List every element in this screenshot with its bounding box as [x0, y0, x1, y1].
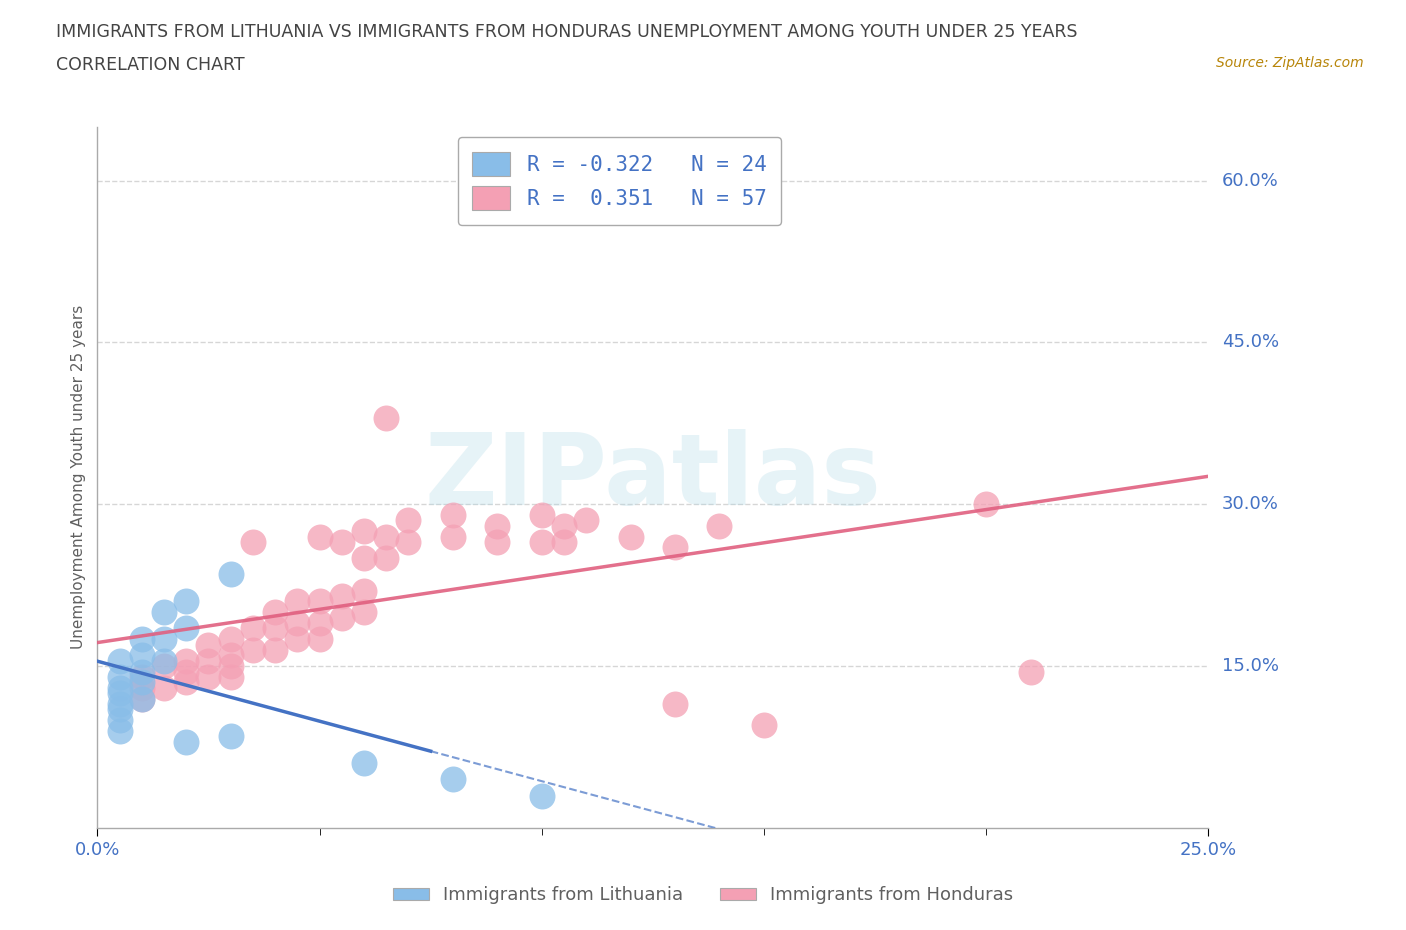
Point — [486, 535, 509, 550]
Point — [131, 670, 153, 684]
Point — [375, 410, 398, 425]
Point — [375, 551, 398, 565]
Text: 15.0%: 15.0% — [1222, 658, 1278, 675]
Point — [353, 604, 375, 619]
Point — [242, 621, 264, 636]
Point — [219, 631, 242, 646]
Point — [664, 540, 686, 555]
Point — [131, 631, 153, 646]
Point — [197, 670, 219, 684]
Point — [664, 697, 686, 711]
Point — [353, 756, 375, 771]
Point — [131, 691, 153, 706]
Point — [308, 631, 330, 646]
Text: IMMIGRANTS FROM LITHUANIA VS IMMIGRANTS FROM HONDURAS UNEMPLOYMENT AMONG YOUTH U: IMMIGRANTS FROM LITHUANIA VS IMMIGRANTS … — [56, 23, 1078, 41]
Point — [131, 675, 153, 690]
Point — [486, 518, 509, 533]
Point — [108, 685, 131, 700]
Text: 45.0%: 45.0% — [1222, 334, 1279, 352]
Point — [1019, 664, 1042, 679]
Text: CORRELATION CHART: CORRELATION CHART — [56, 56, 245, 73]
Point — [353, 551, 375, 565]
Point — [219, 658, 242, 673]
Point — [108, 724, 131, 738]
Point — [108, 680, 131, 695]
Point — [174, 653, 197, 668]
Point — [264, 621, 287, 636]
Point — [620, 529, 643, 544]
Point — [197, 637, 219, 652]
Point — [285, 616, 308, 631]
Point — [219, 648, 242, 663]
Point — [308, 529, 330, 544]
Point — [153, 653, 176, 668]
Point — [174, 675, 197, 690]
Point — [219, 670, 242, 684]
Point — [752, 718, 775, 733]
Point — [530, 535, 553, 550]
Text: Source: ZipAtlas.com: Source: ZipAtlas.com — [1216, 56, 1364, 70]
Point — [974, 497, 997, 512]
Point — [153, 658, 176, 673]
Point — [308, 616, 330, 631]
Point — [441, 529, 464, 544]
Point — [153, 680, 176, 695]
Point — [131, 680, 153, 695]
Point — [108, 712, 131, 727]
Legend: R = -0.322   N = 24, R =  0.351   N = 57: R = -0.322 N = 24, R = 0.351 N = 57 — [458, 137, 782, 225]
Point — [108, 653, 131, 668]
Text: 60.0%: 60.0% — [1222, 171, 1278, 190]
Point — [353, 583, 375, 598]
Point — [174, 735, 197, 750]
Point — [219, 567, 242, 582]
Point — [441, 508, 464, 523]
Point — [197, 653, 219, 668]
Text: ZIPatlas: ZIPatlas — [425, 429, 882, 525]
Point — [330, 589, 353, 604]
Point — [264, 604, 287, 619]
Y-axis label: Unemployment Among Youth under 25 years: Unemployment Among Youth under 25 years — [72, 305, 86, 649]
Point — [330, 535, 353, 550]
Point — [174, 664, 197, 679]
Text: 30.0%: 30.0% — [1222, 496, 1278, 513]
Point — [330, 610, 353, 625]
Point — [174, 594, 197, 609]
Point — [530, 508, 553, 523]
Point — [353, 524, 375, 538]
Point — [709, 518, 731, 533]
Point — [131, 664, 153, 679]
Point — [108, 670, 131, 684]
Point — [308, 594, 330, 609]
Point — [131, 648, 153, 663]
Point — [131, 691, 153, 706]
Point — [108, 702, 131, 717]
Point — [174, 621, 197, 636]
Point — [285, 594, 308, 609]
Point — [553, 535, 575, 550]
Legend: Immigrants from Lithuania, Immigrants from Honduras: Immigrants from Lithuania, Immigrants fr… — [385, 879, 1021, 911]
Point — [242, 643, 264, 658]
Point — [530, 789, 553, 804]
Point — [575, 513, 598, 528]
Point — [285, 631, 308, 646]
Point — [396, 513, 419, 528]
Point — [219, 729, 242, 744]
Point — [396, 535, 419, 550]
Point — [242, 535, 264, 550]
Point — [153, 631, 176, 646]
Point — [441, 772, 464, 787]
Point — [264, 643, 287, 658]
Point — [375, 529, 398, 544]
Point — [553, 518, 575, 533]
Point — [153, 604, 176, 619]
Point — [108, 697, 131, 711]
